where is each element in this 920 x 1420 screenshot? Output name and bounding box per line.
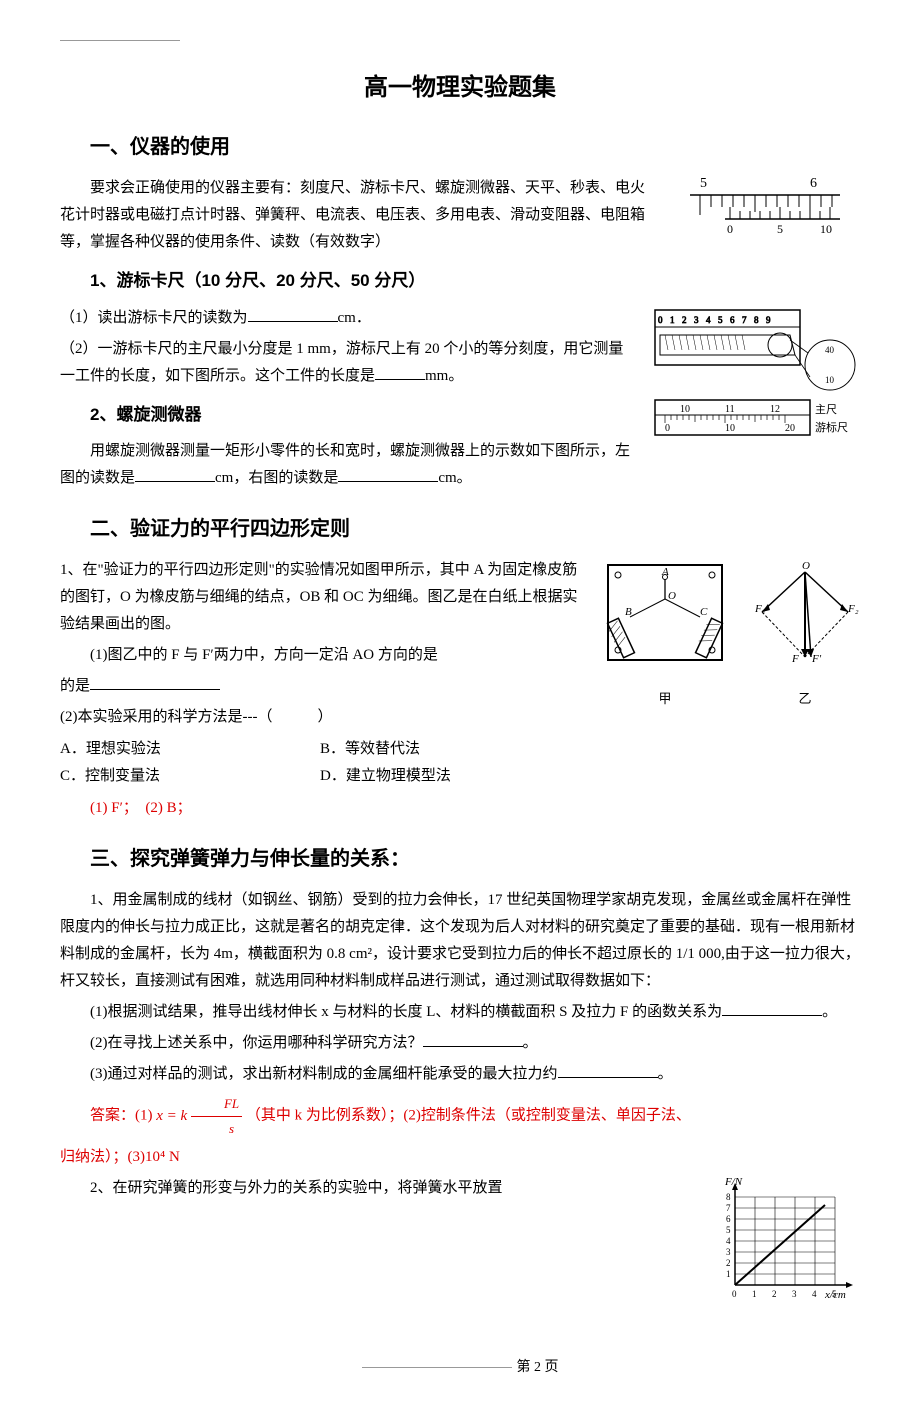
svg-text:7: 7 xyxy=(742,315,747,325)
svg-text:12: 12 xyxy=(770,404,780,415)
svg-text:F: F xyxy=(791,653,799,665)
svg-text:40: 40 xyxy=(825,345,835,355)
svg-text:4: 4 xyxy=(706,315,711,325)
opt-c: C．控制变量法 xyxy=(60,763,280,790)
sub-1-heading: 1、游标卡尺（10 分尺、20 分尺、50 分尺） xyxy=(90,266,860,297)
section3-q2: (2)在寻找上述关系中，你运用哪种科学研究方法？ 。 xyxy=(60,1030,860,1057)
section3-q2-end: 。 xyxy=(523,1035,538,1051)
svg-text:主尺: 主尺 xyxy=(815,403,837,416)
svg-text:5: 5 xyxy=(726,1225,731,1235)
caliper-figure: 012 345 678 9 40 10 10 11 xyxy=(650,305,860,475)
svg-text:10: 10 xyxy=(820,222,832,236)
svg-text:20: 20 xyxy=(785,423,795,434)
page-num-suffix: 页 xyxy=(541,1360,559,1375)
svg-text:5: 5 xyxy=(700,176,707,191)
svg-text:F₂: F₂ xyxy=(847,603,859,615)
section3-p1: 1、用金属制成的线材（如钢丝、钢筋）受到的拉力会伸长，17 世纪英国物理学家胡克… xyxy=(60,887,860,995)
svg-text:F′: F′ xyxy=(811,653,822,665)
section2-q1-text: (1)图乙中的 F 与 F′两力中，方向一定沿 AO 方向的是 xyxy=(90,647,438,663)
section3-q1-end: 。 xyxy=(822,1004,837,1020)
section3-q3-text: (3)通过对样品的测试，求出新材料制成的金属细杆能承受的最大拉力约 xyxy=(90,1066,558,1082)
svg-text:0: 0 xyxy=(727,222,733,236)
q1-2-text: （2）一游标卡尺的主尺最小分度是 1 mm，游标尺上有 20 个小的等分刻度，用… xyxy=(60,341,623,384)
svg-text:6: 6 xyxy=(730,315,735,325)
svg-text:9: 9 xyxy=(766,315,771,325)
opt-d: D．建立物理模型法 xyxy=(320,763,451,790)
svg-text:8: 8 xyxy=(726,1192,731,1202)
q1-1-text: （1）读出游标卡尺的读数为 xyxy=(60,310,248,326)
svg-text:3: 3 xyxy=(694,315,699,325)
svg-text:0: 0 xyxy=(658,315,663,325)
section3-answer2: 归纳法）；(3)10⁴ N xyxy=(60,1144,860,1171)
svg-text:0: 0 xyxy=(665,423,670,434)
svg-text:2: 2 xyxy=(726,1258,731,1268)
section-2-heading: 二、验证力的平行四边形定则 xyxy=(90,511,860,547)
section3-q3-end: 。 xyxy=(658,1066,673,1082)
svg-text:B: B xyxy=(625,606,632,618)
ans-prefix: 答案：(1) xyxy=(90,1108,153,1124)
options: A．理想实验法 B．等效替代法 C．控制变量法 D．建立物理模型法 xyxy=(60,736,860,790)
svg-text:5: 5 xyxy=(718,315,723,325)
fig-right-label: 乙 xyxy=(750,687,860,710)
svg-text:10: 10 xyxy=(680,404,690,415)
section-1-heading: 一、仪器的使用 xyxy=(90,129,860,165)
svg-text:1: 1 xyxy=(670,315,675,325)
svg-text:C: C xyxy=(700,606,708,618)
svg-text:O: O xyxy=(802,560,810,572)
force-graph: F/N x/cm 12 34 56 78 01 23 45 xyxy=(710,1175,860,1315)
svg-text:7: 7 xyxy=(726,1203,731,1213)
section3-q3: (3)通过对样品的测试，求出新材料制成的金属细杆能承受的最大拉力约 。 xyxy=(60,1061,860,1088)
vernier-figure: 5 6 xyxy=(660,175,860,255)
svg-text:3: 3 xyxy=(726,1247,731,1257)
opt-b: B．等效替代法 xyxy=(320,736,420,763)
svg-text:6: 6 xyxy=(810,176,817,191)
parallelogram-figures: A O B C xyxy=(600,557,860,710)
q1-2-unit: mm。 xyxy=(425,368,463,384)
section2-answer: (1) F′； (2) B； xyxy=(60,795,860,822)
svg-text:10: 10 xyxy=(825,375,835,385)
page-number: 第 2 页 xyxy=(60,1355,860,1380)
svg-text:O: O xyxy=(668,590,676,602)
svg-text:F₁: F₁ xyxy=(754,603,766,615)
svg-text:4: 4 xyxy=(812,1289,817,1299)
fig-left-label: 甲 xyxy=(600,687,730,710)
svg-text:0: 0 xyxy=(732,1289,737,1299)
section3-q1: (1)根据测试结果，推导出线材伸长 x 与材料的长度 L、材料的横截面积 S 及… xyxy=(60,999,860,1026)
svg-text:6: 6 xyxy=(726,1214,731,1224)
page-title: 高一物理实验题集 xyxy=(60,66,860,109)
svg-text:2: 2 xyxy=(772,1289,777,1299)
ans-formula-pre: x = k xyxy=(156,1108,187,1124)
svg-text:10: 10 xyxy=(725,423,735,434)
section3-q1-text: (1)根据测试结果，推导出线材伸长 x 与材料的长度 L、材料的横截面积 S 及… xyxy=(90,1004,722,1020)
svg-text:5: 5 xyxy=(832,1289,837,1299)
svg-text:4: 4 xyxy=(726,1236,731,1246)
svg-text:1: 1 xyxy=(726,1269,731,1279)
svg-text:游标尺: 游标尺 xyxy=(815,420,848,434)
micrometer-t2: cm，右图的读数是 xyxy=(215,470,338,486)
page-num-value: 2 xyxy=(534,1360,541,1375)
section3-q2-text: (2)在寻找上述关系中，你运用哪种科学研究方法？ xyxy=(90,1035,423,1051)
opt-a: A．理想实验法 xyxy=(60,736,280,763)
section3-answer1: 答案：(1) x = k FLs （其中 k 为比例系数）；(2)控制条件法（或… xyxy=(60,1092,860,1140)
svg-text:F/N: F/N xyxy=(724,1176,743,1188)
ans-num: FL xyxy=(191,1092,242,1116)
micrometer-t3: cm。 xyxy=(438,470,471,486)
micrometer-t1: 用螺旋测微器测量一矩形小零件的长和宽时，螺旋测微器上的示数如下图所示，左图的读数… xyxy=(60,443,630,486)
header-rule xyxy=(60,40,180,41)
svg-text:2: 2 xyxy=(682,315,687,325)
svg-text:8: 8 xyxy=(754,315,759,325)
ans1-end: （其中 k 为比例系数）；(2)控制条件法（或控制变量法、单因子法、 xyxy=(246,1108,691,1124)
q1-1-unit: cm． xyxy=(338,310,371,326)
svg-text:3: 3 xyxy=(792,1289,797,1299)
svg-text:5: 5 xyxy=(777,222,783,236)
svg-text:11: 11 xyxy=(725,404,735,415)
page-num-prefix: 第 xyxy=(517,1360,535,1375)
section-3-heading: 三、探究弹簧弹力与伸长量的关系： xyxy=(90,841,860,877)
svg-text:1: 1 xyxy=(752,1289,757,1299)
ans-den: s xyxy=(191,1117,242,1140)
